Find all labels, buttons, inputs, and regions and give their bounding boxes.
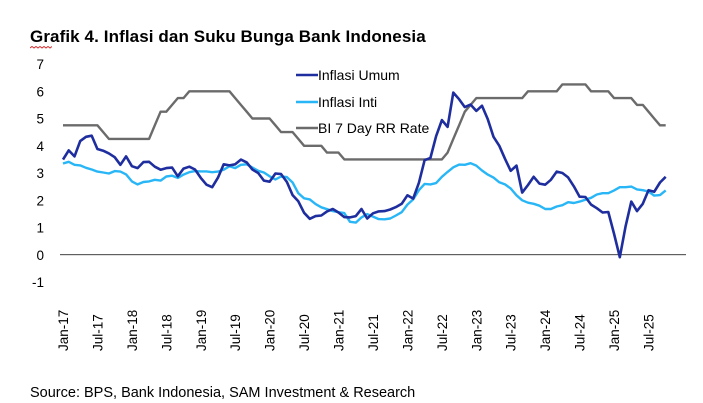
- chart-title: Grafik 4. Inflasi dan Suku Bunga Bank In…: [30, 27, 426, 46]
- x-tick-label: Jul-18: [159, 314, 174, 351]
- x-tick-label: Jul-20: [297, 314, 312, 351]
- y-tick-label: 1: [36, 221, 44, 236]
- x-tick-label: Jan-21: [332, 310, 347, 351]
- x-tick-label: Jan-20: [263, 310, 278, 351]
- legend-label: Inflasi Inti: [318, 94, 377, 110]
- y-tick-label: 4: [36, 139, 44, 154]
- series-lines: [61, 83, 667, 259]
- y-tick-label: 3: [36, 166, 44, 181]
- x-tick-label: Jan-23: [469, 310, 484, 351]
- legend-label: BI 7 Day RR Rate: [318, 120, 429, 136]
- x-tick-label: Jul-22: [435, 314, 450, 351]
- spellcheck-underline: [30, 46, 52, 49]
- x-tick-label: Jul-19: [228, 314, 243, 351]
- y-axis-ticks: -1 0 1 2 3 4 5 6 7: [32, 57, 45, 290]
- x-tick-label: Jan-24: [538, 309, 553, 351]
- legend-label: Inflasi Umum: [318, 67, 400, 83]
- x-tick-label: Jul-17: [90, 314, 105, 351]
- x-tick-label: Jul-23: [504, 314, 519, 351]
- series-line-bi-7-day-rr-rate: [63, 83, 666, 161]
- legend: Inflasi Umum Inflasi Inti BI 7 Day RR Rate: [296, 67, 429, 136]
- x-tick-label: Jul-24: [573, 314, 588, 351]
- y-tick-label: 7: [36, 57, 44, 72]
- x-tick-label: Jan-22: [400, 310, 415, 351]
- y-tick-label: -1: [32, 275, 44, 290]
- y-tick-label: 5: [36, 112, 44, 127]
- x-tick-label: Jan-18: [125, 310, 140, 351]
- series-line-inflasi-umum: [61, 91, 667, 259]
- x-tick-label: Jan-17: [56, 310, 71, 351]
- x-tick-label: Jan-19: [194, 310, 209, 351]
- x-tick-label: Jul-25: [642, 314, 657, 351]
- y-tick-label: 0: [36, 248, 44, 263]
- y-tick-label: 2: [36, 193, 44, 208]
- x-tick-label: Jan-25: [607, 310, 622, 351]
- x-tick-label: Jul-21: [366, 314, 381, 351]
- y-tick-label: 6: [36, 84, 44, 99]
- x-axis-ticks: Jan-17 Jul-17 Jan-18 Jul-18 Jan-19 Jul-19 Jan-…: [56, 309, 657, 351]
- chart-source: Source: BPS, Bank Indonesia, SAM Investm…: [30, 385, 416, 401]
